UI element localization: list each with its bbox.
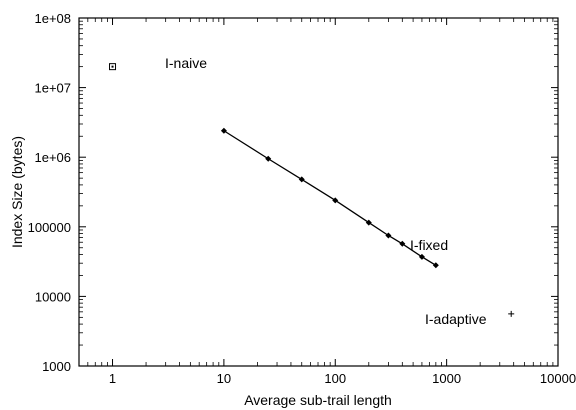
x-tick-label: 1000 [432,371,461,386]
annotation-i-fixed: I-fixed [410,237,448,253]
legend-label-i-naive: I-naive [165,55,207,71]
data-point-i-fixed [432,262,439,269]
data-point-i-fixed [365,219,372,226]
y-tick-label: 1e+06 [34,150,71,165]
y-tick-label: 1e+08 [34,11,71,26]
y-tick-label: 10000 [35,289,71,304]
data-point-i-fixed [298,176,305,183]
plot-frame [78,17,559,367]
data-point-i-fixed [399,240,406,247]
series-line-i-fixed [223,130,437,266]
x-ticks: 1 10 100 1000 10000 [78,18,576,386]
y-ticks: 1000 10000 100000 1e+06 1e+07 1e+08 [28,11,558,374]
annotation-i-adaptive: I-adaptive [425,311,487,327]
x-tick-label: 1 [109,371,116,386]
y-axis-title: Index Size (bytes) [9,136,25,248]
y-tick-label: 100000 [28,220,71,235]
data-point-i-fixed [265,155,272,162]
x-tick-label: 100 [324,371,346,386]
x-tick-label: 10000 [540,371,576,386]
data-point-i-fixed [332,197,339,204]
data-point-i-fixed [418,253,425,260]
data-point-i-naive-dot [111,65,114,68]
x-tick-label: 10 [217,371,231,386]
y-tick-label: 1e+07 [34,81,71,96]
data-point-i-adaptive [508,310,515,317]
x-axis-title: Average sub-trail length [244,392,392,408]
data-point-i-fixed [220,127,227,134]
data-point-i-fixed [385,232,392,239]
data-point-i-naive [109,63,117,71]
y-tick-label: 1000 [42,359,71,374]
series-layer [109,63,515,317]
